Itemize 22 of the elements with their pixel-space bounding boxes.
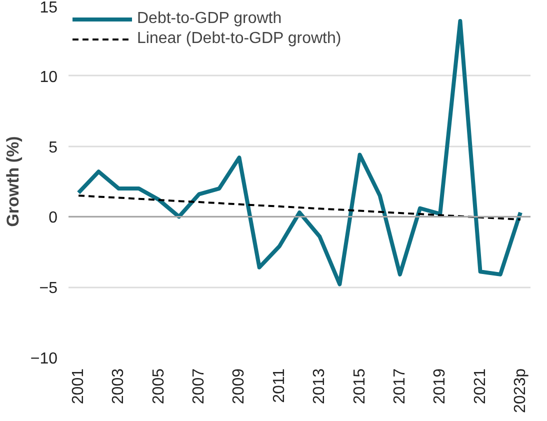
y-tick-label: 15 bbox=[40, 0, 58, 16]
x-tick-label: 2005 bbox=[150, 368, 168, 404]
x-tick-label: 2013 bbox=[311, 368, 328, 404]
y-tick-label: 10 bbox=[40, 68, 58, 86]
x-tick-label: 2021 bbox=[472, 368, 489, 404]
x-tick-label: 2001 bbox=[70, 368, 88, 404]
y-tick-label: −10 bbox=[30, 350, 58, 368]
x-tick-label: 2009 bbox=[230, 368, 248, 404]
x-tick-label: 2007 bbox=[190, 368, 208, 404]
y-tick-label: 5 bbox=[48, 139, 58, 156]
x-tick-label: 2019 bbox=[432, 368, 449, 404]
x-tick-label: 2023p bbox=[512, 368, 529, 413]
y-tick-label: 0 bbox=[48, 210, 58, 227]
x-tick-label: 2017 bbox=[391, 368, 408, 404]
legend-label: Debt-to-GDP growth bbox=[137, 10, 282, 28]
x-tick-label: 2015 bbox=[351, 368, 368, 404]
line-series bbox=[78, 194, 522, 221]
x-tick-label: 2011 bbox=[270, 368, 288, 403]
y-axis-title: Growth (%) bbox=[3, 136, 22, 227]
legend-label: Linear (Debt-to-GDP growth) bbox=[137, 30, 342, 48]
x-tick-label: 2003 bbox=[110, 368, 128, 404]
y-tick-label: −5 bbox=[39, 280, 58, 298]
